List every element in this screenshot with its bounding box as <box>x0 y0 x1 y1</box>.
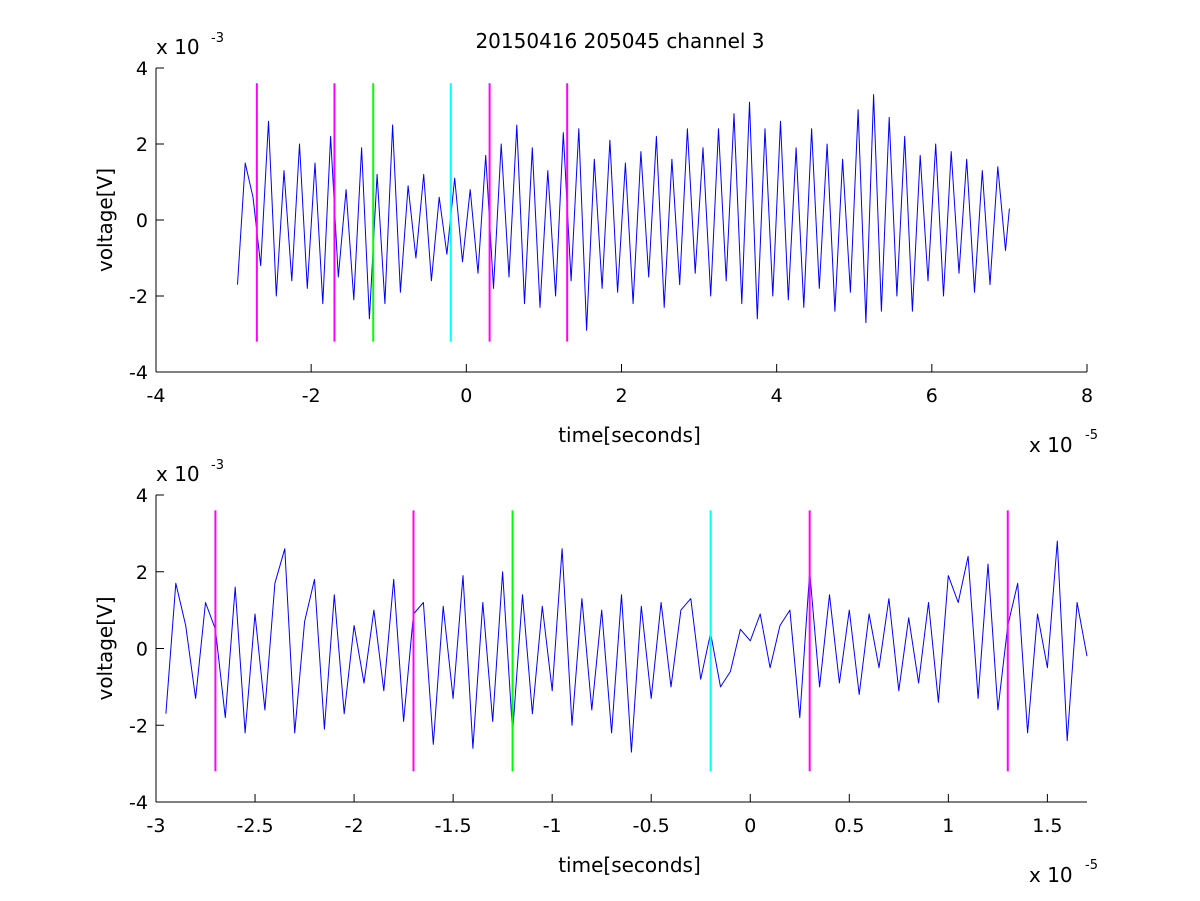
y-tick-label: -2 <box>129 286 148 308</box>
x-tick-label: -1.5 <box>435 815 472 837</box>
x-tick-label: -0.5 <box>633 815 670 837</box>
x-tick-label: 1.5 <box>1032 815 1062 837</box>
x-exponent: -5 <box>1085 428 1098 443</box>
y-exponent: -3 <box>211 458 224 473</box>
x-tick-label: -2.5 <box>237 815 274 837</box>
x-tick-label: 2 <box>615 385 627 407</box>
y-tick-label: 0 <box>136 639 148 661</box>
x-tick-label: 0 <box>460 385 472 407</box>
x-tick-label: 8 <box>1081 385 1093 407</box>
y-tick-label: -4 <box>129 362 148 384</box>
x-tick-label: -4 <box>147 385 166 407</box>
x-tick-label: -1 <box>543 815 562 837</box>
chart-title: 20150416 205045 channel 3 <box>475 29 764 53</box>
x-tick-label: -2 <box>302 385 321 407</box>
top-plot: -4 -2 0 2 4 6 8 -4 -2 0 2 4 time[seconds] voltage[V] x… <box>93 31 1098 457</box>
x-axis-label: time[seconds] <box>558 853 701 877</box>
y-tick-label: 2 <box>136 562 148 584</box>
x-axis-label: time[seconds] <box>558 423 701 447</box>
signal-series <box>165 540 1088 753</box>
x-tick-label: 6 <box>926 385 938 407</box>
y-tick-label: -4 <box>129 792 148 814</box>
y-tick-label: -2 <box>129 715 148 737</box>
signal-series <box>237 94 1010 331</box>
x-exponent: -5 <box>1085 858 1098 873</box>
x-tick-label: 0.5 <box>834 815 864 837</box>
y-axis-label: voltage[V] <box>93 168 117 272</box>
x-exponent-label: x 10 <box>1029 433 1073 457</box>
y-tick-label: 4 <box>136 485 148 507</box>
y-exponent-label: x 10 <box>156 462 200 486</box>
y-axis-label: voltage[V] <box>93 596 117 700</box>
y-exponent: -3 <box>211 31 224 46</box>
x-tick-label: 0 <box>744 815 756 837</box>
x-tick-label: 1 <box>942 815 954 837</box>
y-exponent-label: x 10 <box>156 35 200 59</box>
x-tick-label: -3 <box>147 815 166 837</box>
x-exponent-label: x 10 <box>1029 863 1073 887</box>
x-tick-label: -2 <box>345 815 364 837</box>
y-tick-label: 4 <box>136 58 148 80</box>
y-tick-label: 0 <box>136 210 148 232</box>
bottom-plot: -3 -2.5 -2 -1.5 -1 -0.5 0 0.5 1 1.5 -4 -2 0 2 4 time[se… <box>93 458 1098 887</box>
y-tick-label: 2 <box>136 134 148 156</box>
x-tick-label: 4 <box>771 385 783 407</box>
